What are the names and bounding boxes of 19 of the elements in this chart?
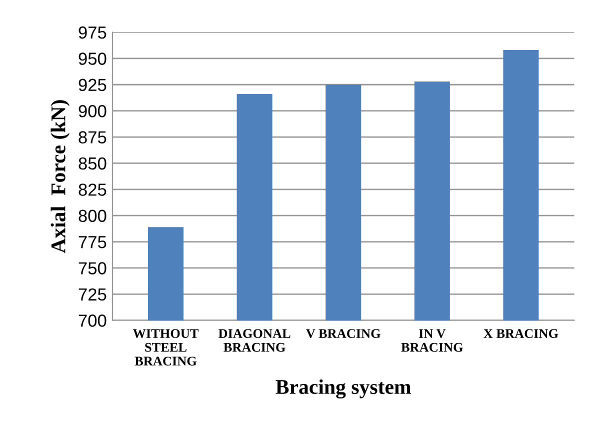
y-tick-label: 900 bbox=[78, 104, 106, 118]
x-tick-label: DIAGONAL BRACING bbox=[218, 329, 290, 352]
y-axis-title: Axial Force (kN) bbox=[50, 100, 70, 254]
y-tick-label: 850 bbox=[78, 157, 106, 170]
y-tick-label: 825 bbox=[78, 184, 106, 196]
y-tick-label: 775 bbox=[78, 236, 106, 248]
x-tick-label: IN V BRACING bbox=[401, 329, 463, 352]
x-axis-title: Bracing system bbox=[276, 379, 411, 398]
y-tick-label: 700 bbox=[78, 314, 106, 327]
y-tick-label: 925 bbox=[78, 78, 106, 92]
y-tick-label: 750 bbox=[78, 262, 106, 274]
y-tick-label: 950 bbox=[78, 52, 106, 65]
y-tick-label: 875 bbox=[78, 131, 106, 144]
x-tick-label: V BRACING bbox=[306, 329, 380, 338]
x-tick-label: X BRACING bbox=[484, 329, 558, 338]
x-tick-label: WITHOUT STEEL BRACING bbox=[132, 329, 199, 366]
y-tick-label: 800 bbox=[78, 210, 106, 222]
y-tick-label: 725 bbox=[78, 288, 106, 301]
y-tick-label: 975 bbox=[78, 26, 106, 39]
